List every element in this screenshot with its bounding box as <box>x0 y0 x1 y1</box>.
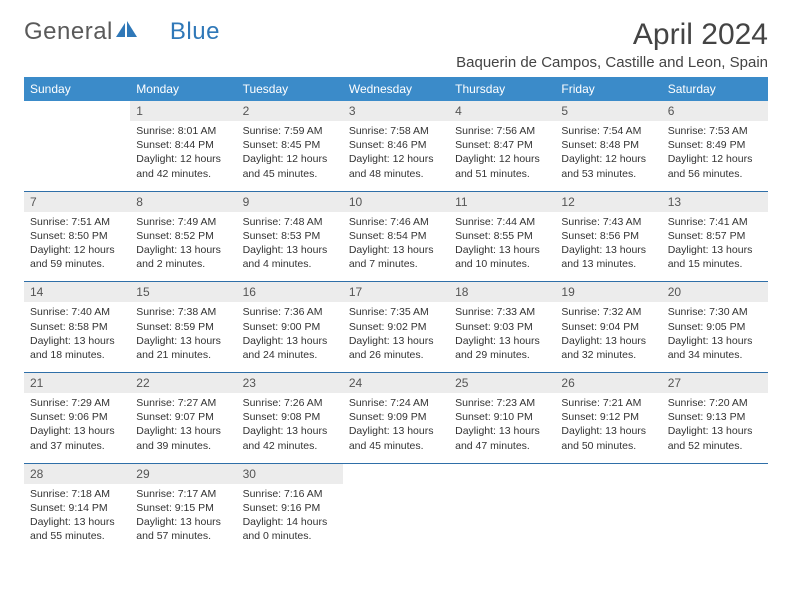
day-number: 6 <box>662 101 768 121</box>
day-cell <box>24 121 130 191</box>
brand-part1: General <box>24 18 113 46</box>
day-cell: Sunrise: 7:53 AMSunset: 8:49 PMDaylight:… <box>662 121 768 191</box>
day-content-row: Sunrise: 7:18 AMSunset: 9:14 PMDaylight:… <box>24 484 768 554</box>
day-number <box>662 463 768 484</box>
day-number-row: 21222324252627 <box>24 373 768 394</box>
day-number: 26 <box>555 373 661 394</box>
day-cell: Sunrise: 7:29 AMSunset: 9:06 PMDaylight:… <box>24 393 130 463</box>
day-cell: Sunrise: 7:49 AMSunset: 8:52 PMDaylight:… <box>130 212 236 282</box>
day-cell <box>343 484 449 554</box>
day-number: 19 <box>555 282 661 303</box>
day-header-row: Sunday Monday Tuesday Wednesday Thursday… <box>24 77 768 101</box>
day-number-row: 123456 <box>24 101 768 121</box>
day-cell: Sunrise: 7:18 AMSunset: 9:14 PMDaylight:… <box>24 484 130 554</box>
day-number: 1 <box>130 101 236 121</box>
day-cell: Sunrise: 7:16 AMSunset: 9:16 PMDaylight:… <box>237 484 343 554</box>
day-header: Thursday <box>449 77 555 101</box>
day-number: 9 <box>237 191 343 212</box>
day-cell: Sunrise: 7:58 AMSunset: 8:46 PMDaylight:… <box>343 121 449 191</box>
day-cell: Sunrise: 7:36 AMSunset: 9:00 PMDaylight:… <box>237 302 343 372</box>
day-number: 13 <box>662 191 768 212</box>
day-number: 28 <box>24 463 130 484</box>
day-header: Wednesday <box>343 77 449 101</box>
location-text: Baquerin de Campos, Castille and Leon, S… <box>456 54 768 71</box>
day-number: 22 <box>130 373 236 394</box>
day-cell: Sunrise: 7:23 AMSunset: 9:10 PMDaylight:… <box>449 393 555 463</box>
day-cell: Sunrise: 7:59 AMSunset: 8:45 PMDaylight:… <box>237 121 343 191</box>
brand-part2: Blue <box>170 18 220 46</box>
day-header: Monday <box>130 77 236 101</box>
day-header: Saturday <box>662 77 768 101</box>
day-content-row: Sunrise: 7:29 AMSunset: 9:06 PMDaylight:… <box>24 393 768 463</box>
title-block: April 2024 Baquerin de Campos, Castille … <box>456 18 768 71</box>
day-number: 16 <box>237 282 343 303</box>
day-number: 2 <box>237 101 343 121</box>
day-cell: Sunrise: 7:48 AMSunset: 8:53 PMDaylight:… <box>237 212 343 282</box>
day-header: Sunday <box>24 77 130 101</box>
day-number: 5 <box>555 101 661 121</box>
day-cell: Sunrise: 7:21 AMSunset: 9:12 PMDaylight:… <box>555 393 661 463</box>
day-number: 4 <box>449 101 555 121</box>
day-cell: Sunrise: 7:56 AMSunset: 8:47 PMDaylight:… <box>449 121 555 191</box>
day-cell: Sunrise: 7:44 AMSunset: 8:55 PMDaylight:… <box>449 212 555 282</box>
day-cell: Sunrise: 8:01 AMSunset: 8:44 PMDaylight:… <box>130 121 236 191</box>
day-cell <box>555 484 661 554</box>
day-number: 29 <box>130 463 236 484</box>
day-number: 30 <box>237 463 343 484</box>
day-header: Tuesday <box>237 77 343 101</box>
day-cell: Sunrise: 7:17 AMSunset: 9:15 PMDaylight:… <box>130 484 236 554</box>
day-number <box>24 101 130 121</box>
day-number: 23 <box>237 373 343 394</box>
day-cell: Sunrise: 7:32 AMSunset: 9:04 PMDaylight:… <box>555 302 661 372</box>
month-title: April 2024 <box>456 18 768 52</box>
day-number: 17 <box>343 282 449 303</box>
day-number: 12 <box>555 191 661 212</box>
day-content-row: Sunrise: 7:51 AMSunset: 8:50 PMDaylight:… <box>24 212 768 282</box>
sail-icon <box>116 18 138 46</box>
day-number: 20 <box>662 282 768 303</box>
day-cell: Sunrise: 7:26 AMSunset: 9:08 PMDaylight:… <box>237 393 343 463</box>
day-cell: Sunrise: 7:35 AMSunset: 9:02 PMDaylight:… <box>343 302 449 372</box>
day-cell: Sunrise: 7:46 AMSunset: 8:54 PMDaylight:… <box>343 212 449 282</box>
day-number <box>343 463 449 484</box>
day-cell: Sunrise: 7:38 AMSunset: 8:59 PMDaylight:… <box>130 302 236 372</box>
calendar-body: 123456Sunrise: 8:01 AMSunset: 8:44 PMDay… <box>24 101 768 553</box>
day-number: 15 <box>130 282 236 303</box>
day-number: 21 <box>24 373 130 394</box>
brand-logo: General Blue <box>24 18 220 46</box>
header: General Blue April 2024 Baquerin de Camp… <box>24 18 768 71</box>
day-number: 18 <box>449 282 555 303</box>
day-cell: Sunrise: 7:41 AMSunset: 8:57 PMDaylight:… <box>662 212 768 282</box>
day-cell <box>449 484 555 554</box>
day-number-row: 78910111213 <box>24 191 768 212</box>
day-cell: Sunrise: 7:30 AMSunset: 9:05 PMDaylight:… <box>662 302 768 372</box>
day-cell: Sunrise: 7:51 AMSunset: 8:50 PMDaylight:… <box>24 212 130 282</box>
day-cell: Sunrise: 7:33 AMSunset: 9:03 PMDaylight:… <box>449 302 555 372</box>
day-cell: Sunrise: 7:43 AMSunset: 8:56 PMDaylight:… <box>555 212 661 282</box>
day-number-row: 282930 <box>24 463 768 484</box>
day-number <box>449 463 555 484</box>
day-number: 27 <box>662 373 768 394</box>
day-number: 11 <box>449 191 555 212</box>
day-header: Friday <box>555 77 661 101</box>
day-content-row: Sunrise: 7:40 AMSunset: 8:58 PMDaylight:… <box>24 302 768 372</box>
day-cell: Sunrise: 7:54 AMSunset: 8:48 PMDaylight:… <box>555 121 661 191</box>
day-number: 14 <box>24 282 130 303</box>
day-number: 3 <box>343 101 449 121</box>
day-cell: Sunrise: 7:40 AMSunset: 8:58 PMDaylight:… <box>24 302 130 372</box>
day-cell: Sunrise: 7:20 AMSunset: 9:13 PMDaylight:… <box>662 393 768 463</box>
day-cell: Sunrise: 7:24 AMSunset: 9:09 PMDaylight:… <box>343 393 449 463</box>
day-content-row: Sunrise: 8:01 AMSunset: 8:44 PMDaylight:… <box>24 121 768 191</box>
calendar-table: Sunday Monday Tuesday Wednesday Thursday… <box>24 77 768 553</box>
day-number-row: 14151617181920 <box>24 282 768 303</box>
day-number: 24 <box>343 373 449 394</box>
day-number: 7 <box>24 191 130 212</box>
day-number: 10 <box>343 191 449 212</box>
day-number: 8 <box>130 191 236 212</box>
day-cell <box>662 484 768 554</box>
day-cell: Sunrise: 7:27 AMSunset: 9:07 PMDaylight:… <box>130 393 236 463</box>
day-number: 25 <box>449 373 555 394</box>
day-number <box>555 463 661 484</box>
